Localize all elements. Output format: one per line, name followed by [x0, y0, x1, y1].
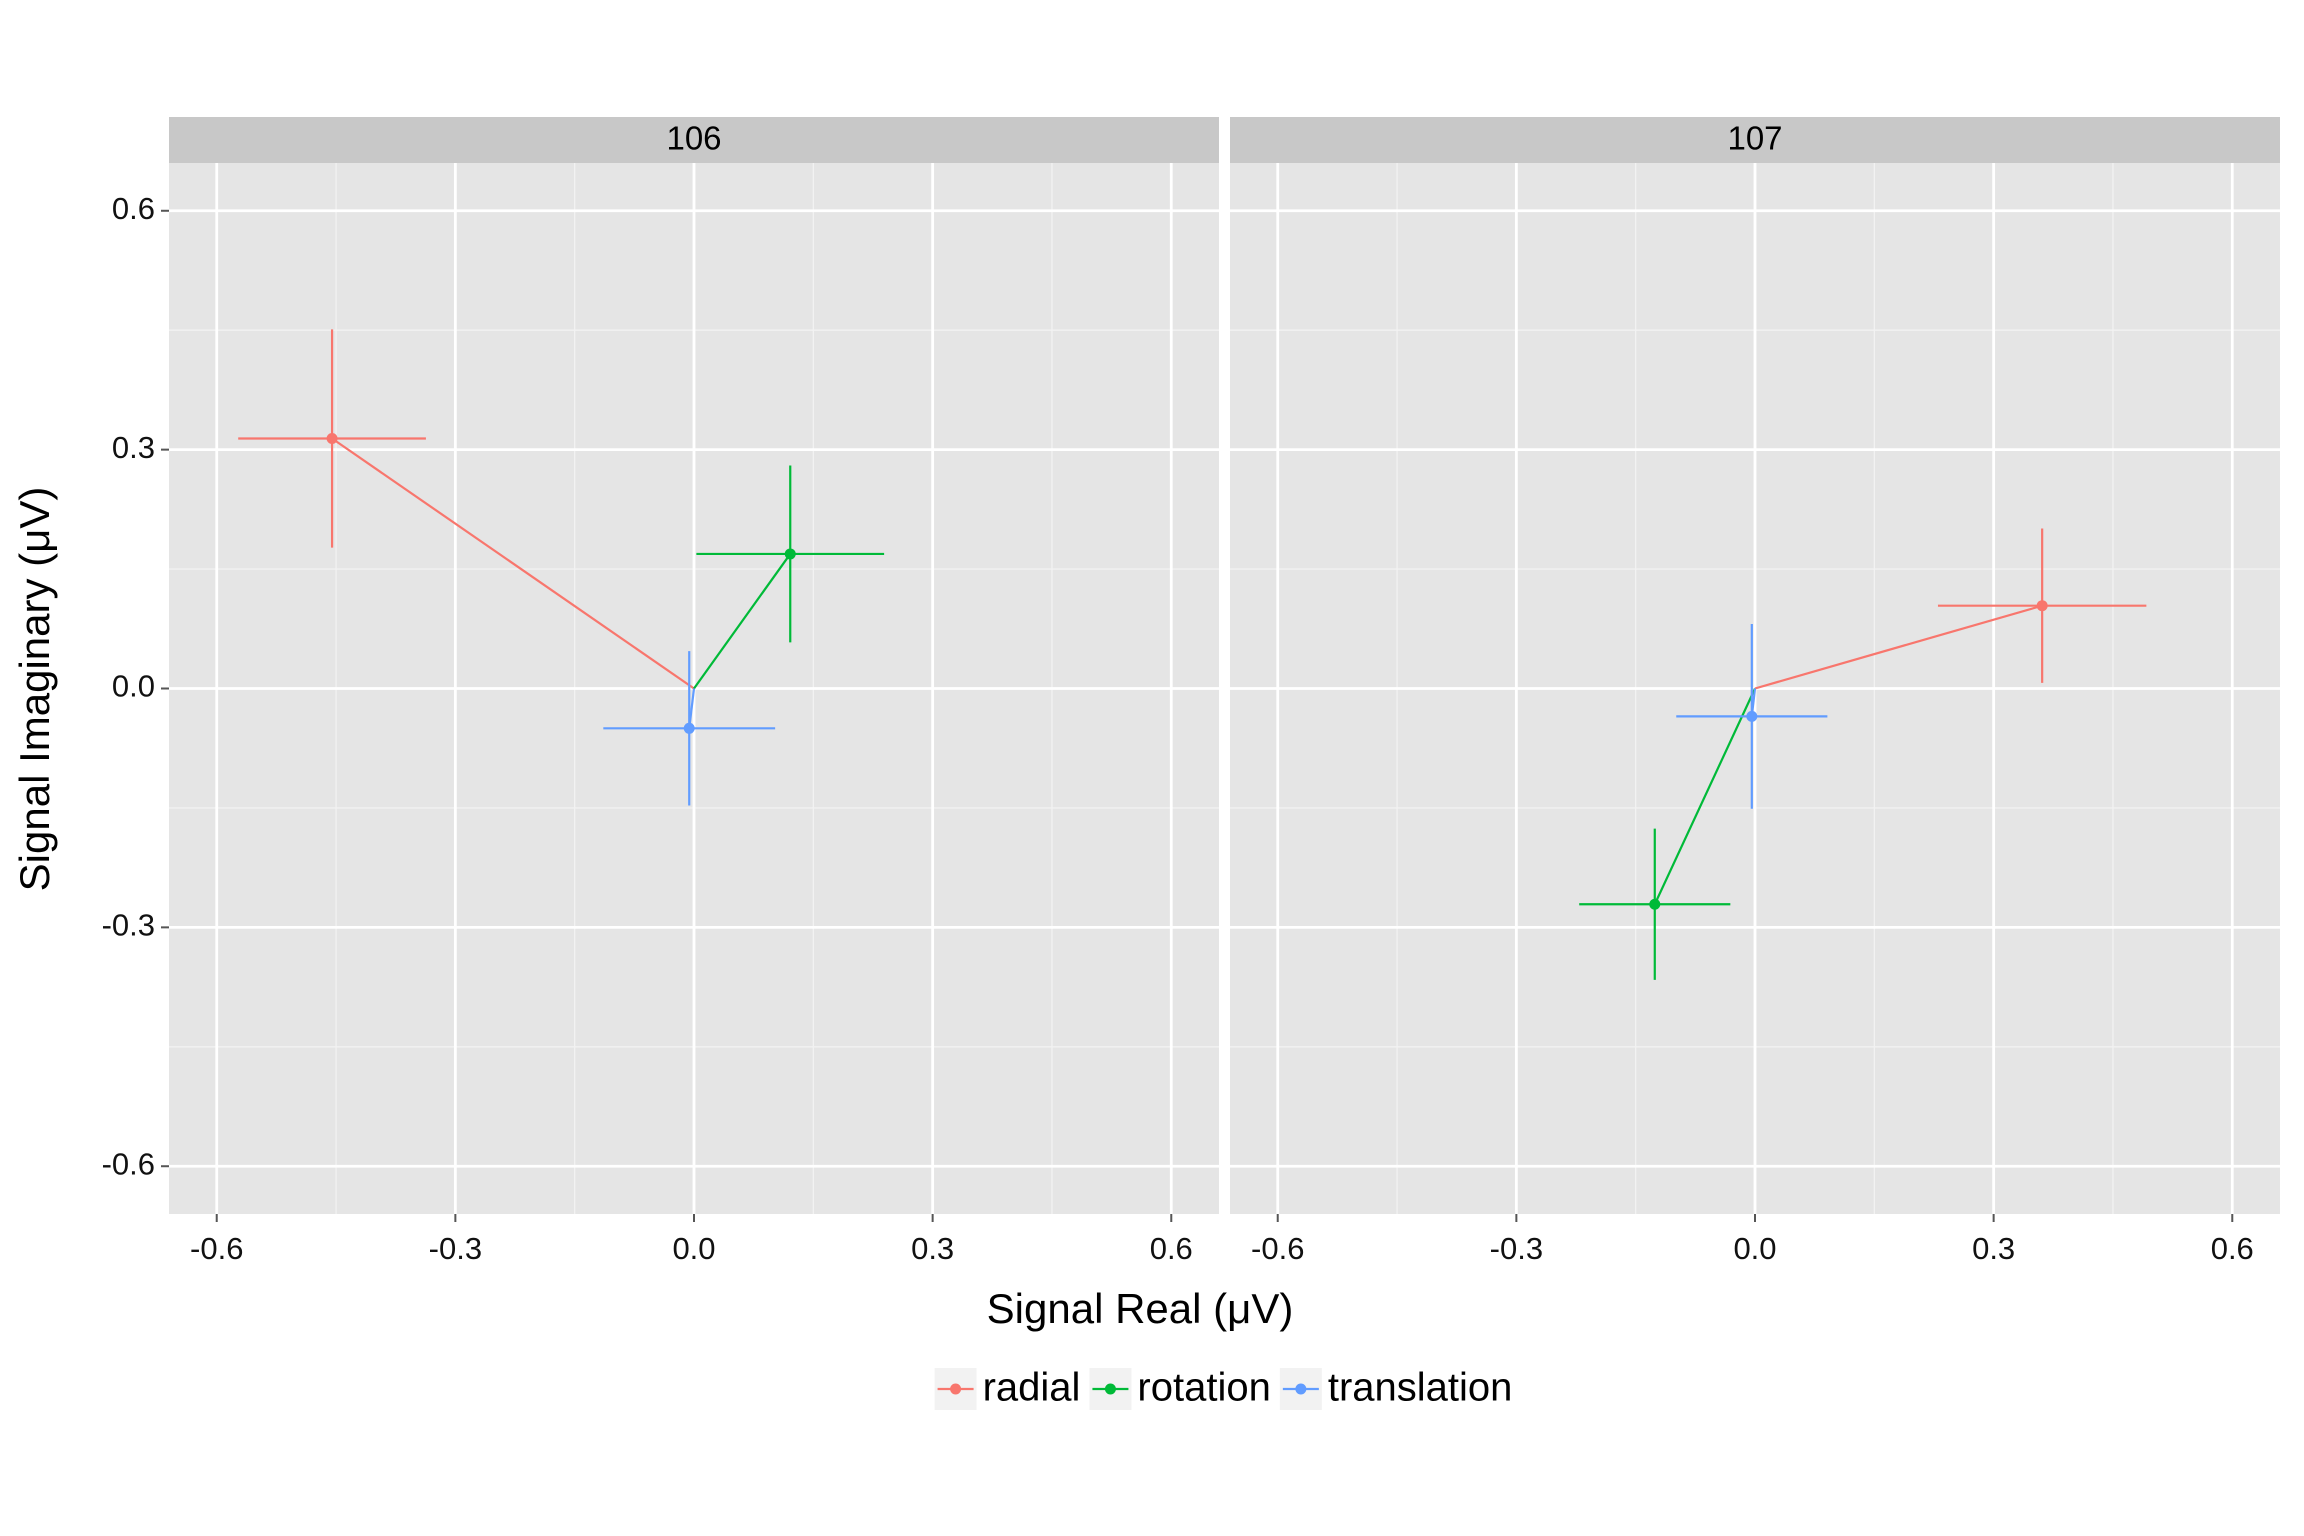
legend-key-point — [950, 1383, 962, 1395]
origin-segment — [693, 553, 792, 690]
legend-label[interactable]: radial — [983, 1366, 1081, 1410]
x-tick-label: -0.6 — [1251, 1231, 1304, 1266]
x-tick-label: 0.0 — [672, 1231, 715, 1266]
origin-segment — [331, 437, 695, 690]
y-tick-label: -0.6 — [102, 1146, 155, 1181]
y-tick-label: 0.3 — [112, 430, 155, 465]
strip-background — [169, 117, 1219, 163]
legend-key-point — [1104, 1383, 1116, 1395]
strip-background — [1230, 117, 2280, 163]
point — [1746, 710, 1758, 722]
y-tick-label: -0.3 — [102, 908, 155, 943]
origin-segment — [1754, 604, 2043, 690]
x-axis-title: Signal Real (μV) — [987, 1285, 1294, 1332]
point — [784, 548, 796, 560]
point — [2036, 600, 2048, 612]
point — [1649, 898, 1661, 910]
point — [683, 722, 695, 734]
x-tick-label: 0.3 — [1972, 1231, 2015, 1266]
point — [326, 432, 338, 444]
legend-label[interactable]: rotation — [1137, 1366, 1270, 1410]
x-tick-label: 0.3 — [911, 1231, 954, 1266]
legend-key-point — [1295, 1383, 1307, 1395]
x-tick-label: 0.6 — [1150, 1231, 1193, 1266]
x-tick-label: -0.6 — [190, 1231, 243, 1266]
x-tick-label: -0.3 — [429, 1231, 482, 1266]
x-tick-label: 0.0 — [1733, 1231, 1776, 1266]
strip-label: 107 — [1727, 120, 1782, 157]
origin-segment — [1653, 688, 1756, 905]
x-tick-label: -0.3 — [1490, 1231, 1543, 1266]
x-tick-label: 0.6 — [2211, 1231, 2254, 1266]
y-axis-title: Signal Imaginary (μV) — [11, 487, 58, 892]
strip-label: 106 — [666, 120, 721, 157]
y-tick-label: 0.6 — [112, 191, 155, 226]
y-tick-label: 0.0 — [112, 669, 155, 704]
legend-label[interactable]: translation — [1328, 1366, 1513, 1410]
